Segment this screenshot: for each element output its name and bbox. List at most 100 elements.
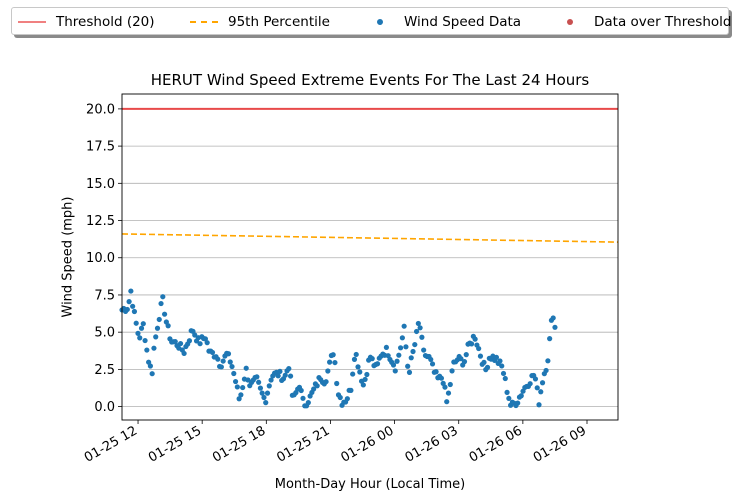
legend-item-threshold: Threshold (20) [16,8,155,36]
wind-speed-point [468,341,475,347]
wind-speed-point [153,334,159,340]
wind-speed-point [369,356,375,362]
wind-speed-point [506,395,512,402]
wind-speed-point [156,316,162,323]
wind-speed-point [131,308,138,315]
wind-speed-point [209,349,216,356]
wind-speed-point [130,303,136,309]
wind-speed-point [277,368,283,375]
x-tick-label: 01-26 06 [467,423,525,465]
wind-speed-point [215,356,221,362]
wind-speed-point [374,361,381,367]
x-axis-label: Month-Day Hour (Local Time) [274,477,466,492]
y-tick-label: 10.0 [86,251,115,266]
wind-speed-point [461,359,468,365]
wind-speed-point [160,294,166,300]
wind-speed-point [415,320,421,327]
x-tick-label: 01-25 18 [210,423,268,465]
wind-speed-point [266,383,272,389]
wind-speed-point [172,338,178,345]
x-tick-label: 01-26 00 [338,423,396,465]
wind-speed-point [477,353,484,359]
wind-speed-point [481,359,487,365]
wind-speed-point [337,394,343,401]
wind-speed-point [236,396,242,402]
wind-speed-point [282,372,288,378]
x-tick-label: 01-25 12 [82,423,140,465]
wind-speed-point [383,344,389,351]
wind-speed-point [442,384,448,390]
wind-speed-point [256,379,262,385]
wind-speed-point [428,356,434,363]
series-layer [119,107,619,409]
wind-speed-point [401,323,407,329]
wind-speed-point [161,311,168,317]
y-tick-label: 7.5 [94,288,115,303]
wind-speed-point [140,321,146,327]
wind-speed-point [500,370,507,377]
wind-speed-point [413,328,420,335]
wind-speed-point [334,380,340,387]
wind-speed-point [197,341,203,347]
y-tick-label: 12.5 [86,214,115,229]
wind-speed-point [350,371,356,377]
percentile-dashed-line-icon [188,8,220,36]
wind-speed-point [229,363,235,370]
wind-speed-point [330,352,336,358]
wind-speed-point [364,371,370,378]
legend-item-over-threshold: Data over Threshold [554,8,731,36]
wind-speed-point [344,396,350,402]
wind-speed-point [390,362,397,368]
wind-speed-point [348,387,354,393]
y-tick-label: 20.0 [86,102,115,117]
wind-speed-point [408,355,414,361]
wind-speed-point [545,358,551,364]
wind-speed-point [149,371,155,377]
wind-speed-point [325,368,331,374]
wind-speed-point [433,369,439,375]
wind-speed-point [231,370,237,377]
wind-speed-point [126,299,132,305]
wind-speed-point [151,345,157,351]
wind-speed-point [225,351,232,357]
wind-speed-point [438,375,445,381]
red-dot-icon [554,8,586,36]
wind-speed-point [186,338,193,344]
wind-speed-point [399,335,405,341]
y-axis-label: Wind Speed (mph) [60,196,76,318]
wind-speed-point [472,336,478,342]
wind-speed-point [392,368,398,374]
wind-speed-point [177,340,184,347]
wind-speed-point [138,325,145,331]
wind-speed-point [497,358,503,364]
wind-speed-point [234,384,240,390]
legend: Threshold (20) 95th Percentile Wind Spee… [11,7,731,36]
wind-speed-point [421,347,427,353]
wind-speed-point [300,395,306,401]
wind-speed-point [232,378,239,385]
wind-speed-point [275,373,281,379]
wind-speed-point [332,359,338,366]
wind-speed-point [286,366,292,372]
wind-speed-point [405,363,411,369]
plot-frame [121,93,619,421]
wind-speed-point [534,385,540,391]
wind-speed-point [240,384,246,391]
wind-speed-point [355,364,361,370]
wind-speed-point [327,359,333,365]
legend-label-over-threshold: Data over Threshold [594,14,732,30]
wind-speed-point [353,351,359,358]
wind-speed-point [484,364,491,370]
wind-speed-point [458,356,464,362]
wind-speed-point [220,358,226,364]
wind-speed-point [287,373,294,379]
wind-speed-point [538,389,544,395]
wind-speed-point [137,335,143,341]
wind-speed-point [263,400,269,406]
wind-speed-point [261,394,267,401]
wind-speed-point [444,399,450,405]
wind-speed-point [133,320,139,326]
wind-speed-point [165,323,171,329]
x-tick-label: 01-26 09 [531,423,589,465]
wind-speed-point [552,324,558,330]
